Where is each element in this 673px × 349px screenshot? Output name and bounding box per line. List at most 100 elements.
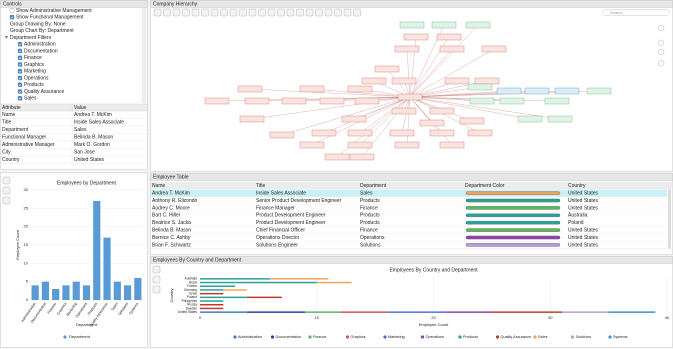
bar-segment[interactable]: [200, 281, 317, 284]
legend-marker[interactable]: [570, 335, 575, 339]
employee-node[interactable]: [237, 85, 263, 93]
tool-button[interactable]: [2, 176, 11, 185]
employee-node[interactable]: [354, 97, 380, 105]
bar-segment[interactable]: [200, 300, 224, 302]
employee-node[interactable]: [324, 153, 350, 161]
bar[interactable]: [72, 281, 80, 300]
employee-node[interactable]: [524, 87, 550, 95]
employee-node[interactable]: [467, 83, 493, 91]
employee-node[interactable]: [474, 77, 500, 85]
checkbox[interactable]: [17, 75, 23, 81]
employee-node[interactable]: [244, 97, 270, 105]
tool-button[interactable]: [2, 196, 11, 205]
table-row[interactable]: [151, 204, 667, 212]
tool-button[interactable]: [182, 8, 190, 17]
bar[interactable]: [62, 285, 70, 300]
employee-node[interactable]: [347, 85, 373, 93]
table-row[interactable]: [151, 219, 667, 227]
legend-marker[interactable]: [458, 335, 462, 339]
employee-node[interactable]: [403, 33, 429, 41]
bar-segment[interactable]: [200, 285, 236, 287]
zoom-control[interactable]: [657, 24, 665, 32]
employee-node[interactable]: [431, 21, 457, 29]
tool-button[interactable]: [152, 265, 161, 274]
bar[interactable]: [123, 285, 132, 300]
tool-button[interactable]: [277, 8, 285, 17]
legend-label[interactable]: Finance: [313, 335, 327, 339]
bar-segment[interactable]: [200, 304, 224, 306]
search-box[interactable]: [602, 9, 670, 16]
bar-segment[interactable]: [608, 311, 656, 313]
legend-marker[interactable]: [345, 335, 350, 339]
tool-button[interactable]: [343, 8, 352, 17]
legend-label[interactable]: Products: [463, 335, 478, 339]
legend-label[interactable]: Graphics: [351, 335, 366, 339]
tool-button[interactable]: [305, 8, 314, 17]
employee-node[interactable]: [347, 141, 373, 149]
bar[interactable]: [41, 281, 50, 300]
tool-button[interactable]: [229, 8, 238, 17]
employee-node[interactable]: [319, 97, 345, 105]
legend-marker[interactable]: [308, 335, 312, 339]
employee-node[interactable]: [349, 153, 375, 161]
employee-node[interactable]: [397, 93, 423, 101]
table-row[interactable]: [151, 241, 667, 249]
employee-node[interactable]: [391, 77, 417, 85]
employee-node[interactable]: [341, 115, 367, 123]
zoom-control[interactable]: [657, 59, 665, 67]
zoom-control[interactable]: [657, 39, 665, 47]
employee-node[interactable]: [391, 107, 417, 115]
tool-button[interactable]: [324, 8, 333, 17]
legend-marker[interactable]: [608, 335, 612, 339]
table-row[interactable]: [151, 226, 667, 234]
employee-node[interactable]: [544, 97, 570, 105]
employee-node[interactable]: [389, 129, 415, 137]
table-row[interactable]: [151, 196, 667, 205]
checkbox[interactable]: [17, 82, 23, 87]
bar-segment[interactable]: [270, 278, 329, 280]
tool-button[interactable]: [353, 8, 361, 17]
employee-node[interactable]: [347, 129, 373, 137]
bar[interactable]: [31, 285, 39, 300]
tool-button[interactable]: [153, 8, 162, 17]
tool-button[interactable]: [191, 8, 200, 17]
legend-label[interactable]: Systems: [613, 335, 628, 339]
tool-button[interactable]: [163, 8, 171, 17]
employee-node[interactable]: [496, 87, 522, 95]
zoom-control[interactable]: [657, 48, 665, 56]
tool-button[interactable]: [286, 8, 295, 17]
tool-button[interactable]: [210, 8, 219, 17]
employee-node[interactable]: [439, 45, 465, 53]
employee-node[interactable]: [299, 141, 325, 149]
legend-label[interactable]: Quality Assurance: [501, 335, 532, 339]
employee-node[interactable]: [586, 87, 612, 95]
checkbox[interactable]: [17, 96, 23, 101]
checkbox[interactable]: [9, 15, 15, 20]
tool-button[interactable]: [267, 8, 276, 17]
checkbox[interactable]: [17, 48, 23, 54]
legend-marker[interactable]: [270, 335, 275, 339]
tool-button[interactable]: [258, 8, 266, 17]
employee-node[interactable]: [269, 131, 295, 139]
bar[interactable]: [93, 201, 101, 300]
bar-segment[interactable]: [491, 311, 562, 313]
employee-node[interactable]: [394, 141, 420, 149]
employee-node[interactable]: [444, 77, 470, 85]
bar-segment[interactable]: [223, 289, 247, 291]
legend-label[interactable]: Marketing: [388, 335, 405, 339]
tool-button[interactable]: [239, 8, 247, 17]
bar-segment[interactable]: [200, 278, 271, 280]
bar-segment[interactable]: [200, 292, 224, 295]
bar-segment[interactable]: [445, 311, 492, 313]
bar-segment[interactable]: [316, 281, 352, 284]
employee-node[interactable]: [465, 21, 491, 29]
bar[interactable]: [52, 289, 60, 300]
tool-button[interactable]: [172, 8, 181, 17]
bar-segment[interactable]: [246, 311, 306, 313]
bar-segment[interactable]: [200, 296, 247, 299]
employee-node[interactable]: [436, 33, 462, 41]
employee-node[interactable]: [499, 97, 525, 105]
tool-button[interactable]: [315, 8, 323, 17]
table-row[interactable]: [151, 233, 667, 242]
employee-node[interactable]: [459, 117, 485, 125]
